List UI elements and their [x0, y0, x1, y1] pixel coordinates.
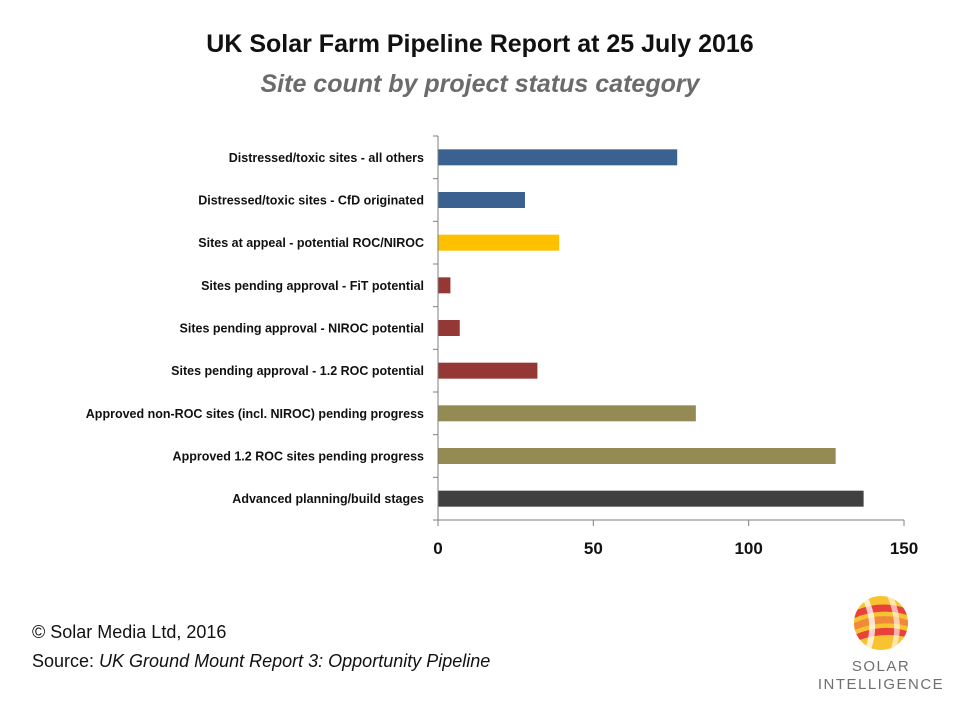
category-label-8: Approved 1.2 ROC sites pending progress	[173, 450, 424, 464]
bar-5	[438, 320, 460, 336]
source-note: Source: UK Ground Mount Report 3: Opport…	[32, 651, 490, 672]
source-prefix: Source:	[32, 651, 100, 671]
solar-intelligence-logo: SOLAR INTELLIGENCE	[800, 590, 950, 700]
bar-chart: Distressed/toxic sites - all others Distr…	[86, 135, 918, 558]
bar-9	[438, 490, 864, 507]
x-tick-label-1: 0	[433, 539, 442, 558]
category-label-9: Advanced planning/build stages	[232, 492, 424, 506]
sun-globe-icon	[854, 596, 908, 650]
category-label-3: Sites at appeal - potential ROC/NIROC	[198, 236, 424, 250]
category-label-2: Distressed/toxic sites - CfD originated	[198, 194, 424, 208]
copyright-note: © Solar Media Ltd, 2016	[32, 622, 227, 642]
bar-6	[438, 362, 538, 379]
category-label-7: Approved non-ROC sites (incl. NIROC) pen…	[86, 407, 424, 421]
chart-title: UK Solar Farm Pipeline Report at 25 July…	[206, 30, 754, 58]
chart-subtitle: Site count by project status category	[260, 70, 700, 98]
bar-3	[438, 234, 560, 251]
category-label-5: Sites pending approval - NIROC potential	[180, 322, 424, 336]
source-title: UK Ground Mount Report 3: Opportunity Pi…	[99, 651, 491, 671]
bar-1	[438, 149, 678, 166]
bar-2	[438, 192, 525, 208]
x-tick-label-4: 150	[890, 539, 918, 558]
bar-4	[438, 277, 451, 294]
logo-text-solar: SOLAR	[851, 658, 911, 675]
category-label-6: Sites pending approval - 1.2 ROC potenti…	[171, 364, 424, 378]
category-label-4: Sites pending approval - FiT potential	[201, 279, 424, 293]
bar-8	[438, 448, 836, 464]
bar-7	[438, 405, 696, 422]
logo-text-intelligence: INTELLIGENCE	[817, 676, 945, 693]
x-tick-label-2: 50	[584, 539, 603, 558]
category-label-1: Distressed/toxic sites - all others	[229, 151, 424, 165]
x-tick-label-3: 100	[734, 539, 762, 558]
